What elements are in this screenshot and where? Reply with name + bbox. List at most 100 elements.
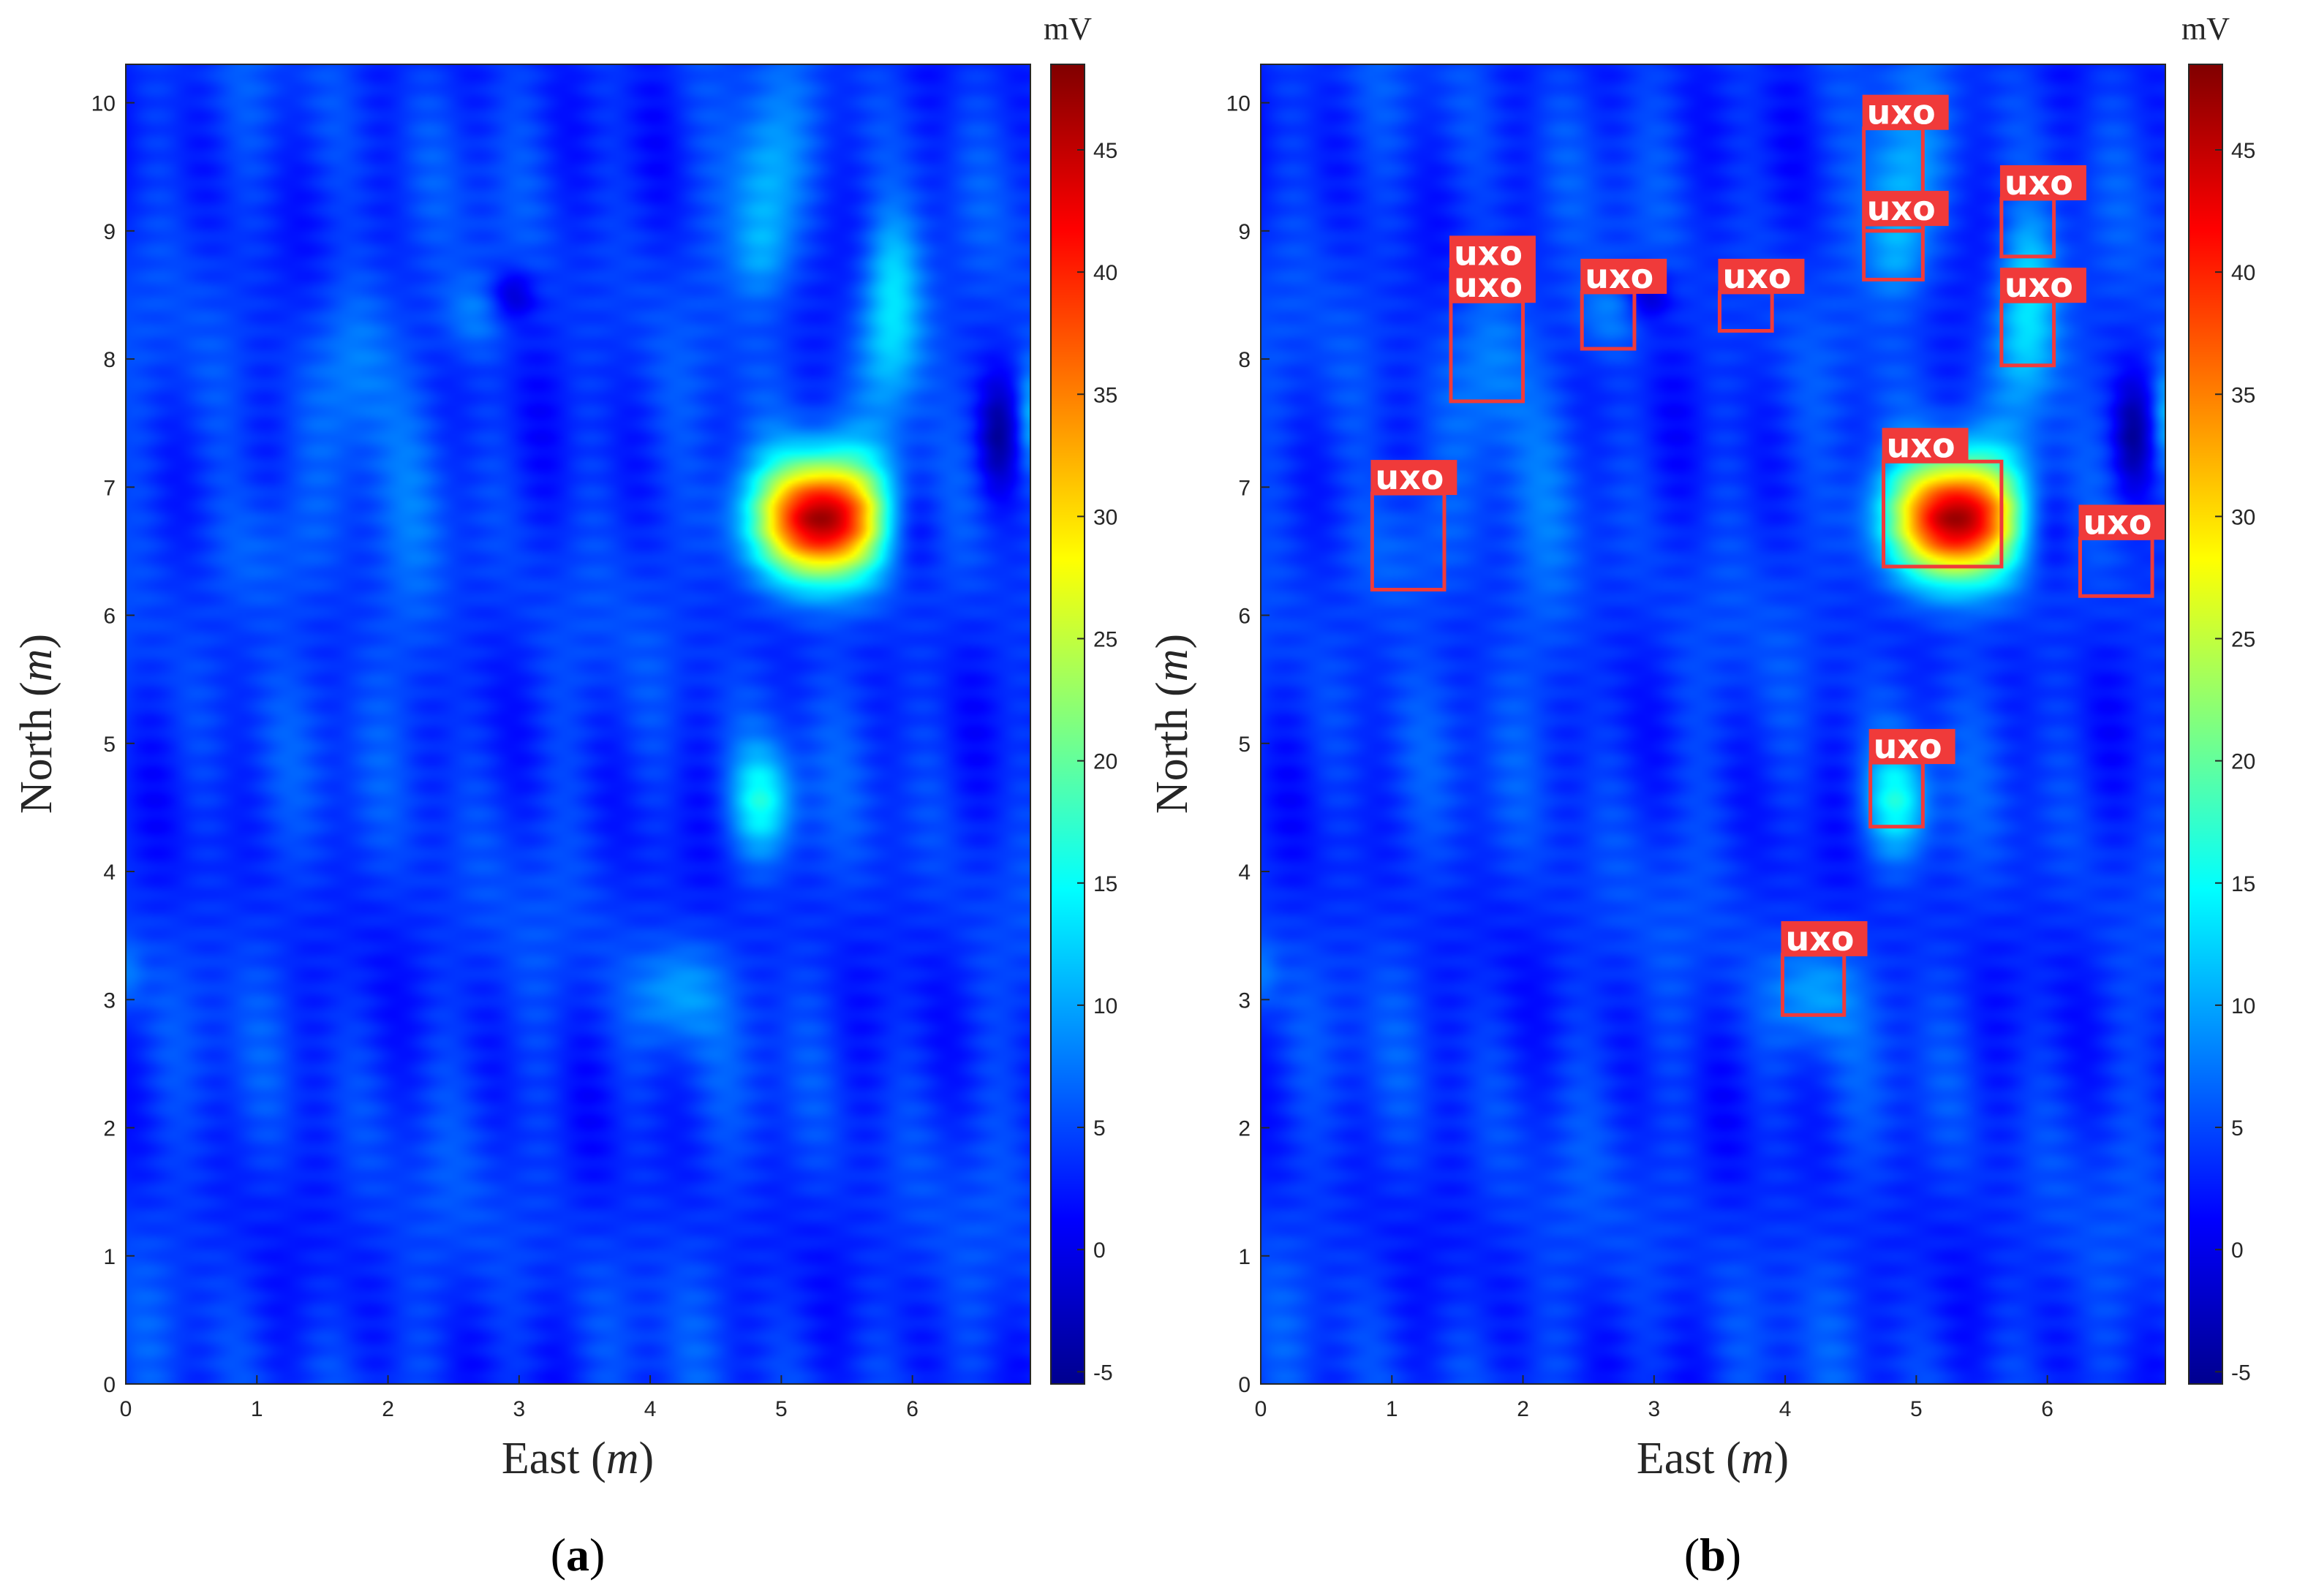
x-tick-label: 0 <box>120 1397 132 1421</box>
uxo-label: uxo <box>1786 919 1855 958</box>
y-tick-label: 4 <box>103 861 116 885</box>
uxo-label-bg <box>1449 235 1536 271</box>
panel-caption-a: (a) <box>551 1529 606 1581</box>
y-tick-label: 6 <box>103 605 116 629</box>
colorbar-tick-label: 30 <box>2231 505 2255 529</box>
x-axis-label-b: East (m) <box>1637 1434 1789 1483</box>
colorbar-label-b: mV <box>2181 11 2230 47</box>
heatmap-b <box>1261 64 2165 1384</box>
x-tick-label: 0 <box>1255 1397 1267 1421</box>
x-tick-label: 5 <box>1910 1397 1923 1421</box>
uxo-label: uxo <box>1887 426 1955 465</box>
y-axis-label-b: North (m) <box>1147 634 1197 814</box>
y-tick-label: 0 <box>103 1373 116 1397</box>
colorbar-tick-label: 35 <box>1093 383 1117 407</box>
y-tick-label: 8 <box>1238 348 1251 372</box>
uxo-label-bg <box>2078 504 2165 540</box>
colorbar-tick-label: 20 <box>1093 750 1117 774</box>
y-tick-label: 1 <box>1238 1245 1251 1269</box>
uxo-label-bg <box>1862 94 1949 130</box>
y-tick-label: 5 <box>1238 733 1251 757</box>
x-tick-label: 3 <box>513 1397 525 1421</box>
x-tick-label: 1 <box>251 1397 263 1421</box>
colorbar-tick-label: 40 <box>2231 261 2255 285</box>
x-tick-label: 4 <box>1779 1397 1792 1421</box>
colorbar-tick-label: 15 <box>2231 872 2255 896</box>
colorbar-tick-label: 15 <box>1093 872 1117 896</box>
y-tick-label: 2 <box>103 1117 116 1141</box>
uxo-label: uxo <box>2004 163 2073 203</box>
colorbar-tick-label: 45 <box>2231 139 2255 163</box>
uxo-label: uxo <box>1454 233 1523 273</box>
uxo-label: uxo <box>2083 502 2151 542</box>
colorbar-tick-label: -5 <box>2231 1361 2251 1385</box>
colorbar-ticks-a: -5 0 5 10 15 20 25 30 35 40 45 <box>1077 139 1117 1385</box>
colorbar-tick-label: 10 <box>1093 994 1117 1018</box>
y-tick-label: 2 <box>1238 1117 1251 1141</box>
y-tick-label: 8 <box>103 348 116 372</box>
plot-frame-b <box>1260 64 2166 1385</box>
x-ticks-b: 0 1 2 3 4 5 6 <box>1255 1375 2053 1421</box>
colorbar-tick-label: 20 <box>2231 750 2255 774</box>
y-tick-label: 6 <box>1238 605 1251 629</box>
y-axis-label-a: North (m) <box>12 634 61 814</box>
colorbar-tick-label: 0 <box>1093 1238 1106 1263</box>
uxo-label: uxo <box>1874 727 1942 766</box>
x-tick-label: 1 <box>1386 1397 1398 1421</box>
x-tick-label: 6 <box>906 1397 919 1421</box>
colorbar-tick-label: 40 <box>1093 261 1117 285</box>
uxo-label-bg <box>1882 428 1969 464</box>
y-tick-label: 9 <box>1238 220 1251 244</box>
uxo-label-bg <box>1781 920 1868 956</box>
colorbar-tick-label: 5 <box>2231 1116 2244 1141</box>
y-tick-label: 5 <box>103 733 116 757</box>
uxo-label: uxo <box>1867 189 1936 228</box>
colorbar-frame-a <box>1050 64 1085 1385</box>
plot-frame-a <box>125 64 1031 1385</box>
y-tick-label: 10 <box>1226 92 1251 116</box>
colorbar-tick-label: 0 <box>2231 1238 2244 1263</box>
colorbar-tick-label: -5 <box>1093 1361 1113 1385</box>
uxo-label-bg <box>1862 191 1949 227</box>
y-ticks-b: 0 1 2 3 4 5 6 7 8 9 10 <box>1226 92 1270 1397</box>
uxo-label-bg <box>1868 729 1955 765</box>
y-tick-label: 3 <box>103 988 116 1013</box>
heatmap-a <box>126 64 1030 1384</box>
uxo-label-bg <box>1999 165 2086 201</box>
x-tick-label: 2 <box>1517 1397 1529 1421</box>
uxo-label: uxo <box>1454 265 1523 305</box>
uxo-label-bg <box>1999 268 2086 303</box>
y-tick-label: 4 <box>1238 861 1251 885</box>
colorbar-tick-label: 25 <box>1093 628 1117 652</box>
x-tick-label: 5 <box>775 1397 788 1421</box>
colorbar-tick-label: 5 <box>1093 1116 1106 1141</box>
colorbar-ticks-b: -5 0 5 10 15 20 25 30 35 40 45 <box>2215 139 2255 1385</box>
x-tick-label: 2 <box>382 1397 394 1421</box>
y-ticks-a: 0 1 2 3 4 5 6 7 8 9 10 <box>91 92 135 1397</box>
field-image-a <box>126 64 1030 1384</box>
y-tick-label: 3 <box>1238 988 1251 1013</box>
x-axis-label-a: East (m) <box>502 1434 654 1483</box>
uxo-label: uxo <box>2004 265 2073 305</box>
colorbar-frame-b <box>2188 64 2223 1385</box>
y-tick-label: 7 <box>103 476 116 500</box>
colorbar-tick-label: 45 <box>1093 139 1117 163</box>
colorbar-label-a: mV <box>1044 11 1092 47</box>
colorbar-b <box>2189 64 2222 1384</box>
y-tick-label: 0 <box>1238 1373 1251 1397</box>
x-tick-label: 3 <box>1648 1397 1660 1421</box>
x-tick-label: 4 <box>644 1397 657 1421</box>
y-tick-label: 1 <box>103 1245 116 1269</box>
x-ticks-a: 0 1 2 3 4 5 6 <box>120 1375 919 1421</box>
y-tick-label: 9 <box>103 220 116 244</box>
uxo-label-bg <box>1370 460 1457 496</box>
colorbar-a <box>1051 64 1085 1384</box>
y-tick-label: 7 <box>1238 476 1251 500</box>
colorbar-tick-label: 25 <box>2231 628 2255 652</box>
y-tick-label: 10 <box>91 92 116 116</box>
uxo-label: uxo <box>1585 257 1653 296</box>
uxo-label: uxo <box>1722 257 1791 296</box>
